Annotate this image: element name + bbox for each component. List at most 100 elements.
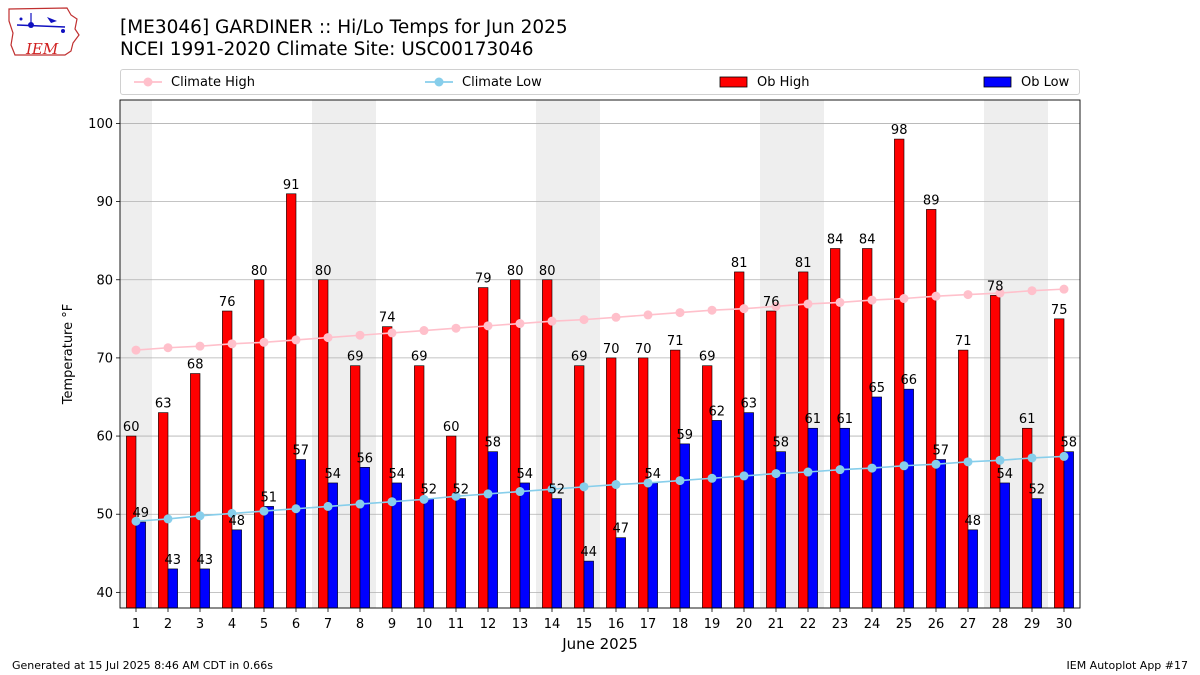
point-climate-high — [451, 323, 461, 333]
y-tick-label: 40 — [96, 586, 113, 601]
x-tick-label: 20 — [736, 617, 753, 632]
y-axis-label: Temperature °F — [61, 304, 76, 405]
x-tick-label: 9 — [388, 617, 396, 632]
point-climate-high — [579, 315, 589, 325]
bar-ob-high — [798, 271, 809, 609]
data-label-ob-high: 79 — [475, 272, 492, 287]
bar-ob-low — [135, 521, 146, 609]
bar-ob-high — [318, 279, 329, 609]
x-tick-label: 11 — [448, 617, 465, 632]
x-tick-label: 22 — [800, 617, 817, 632]
point-climate-low — [387, 497, 397, 507]
x-tick-label: 1 — [132, 617, 140, 632]
data-label-ob-high: 71 — [955, 334, 972, 349]
point-climate-high — [163, 343, 173, 353]
legend-item-climate-low: Climate Low — [424, 70, 542, 94]
data-label-ob-high: 80 — [251, 264, 268, 279]
point-climate-high — [291, 335, 301, 345]
point-climate-high — [899, 294, 909, 304]
point-climate-high — [643, 310, 653, 320]
data-label-ob-low: 54 — [645, 467, 662, 482]
footer-app: IEM Autoplot App #17 — [1066, 659, 1189, 672]
point-climate-low — [355, 499, 365, 509]
data-label-ob-high: 80 — [315, 264, 332, 279]
point-climate-low — [579, 482, 589, 492]
data-label-ob-low: 61 — [837, 412, 854, 427]
point-climate-low — [643, 478, 653, 488]
point-climate-high — [547, 316, 557, 326]
data-label-ob-high: 84 — [859, 232, 876, 247]
point-climate-low — [739, 471, 749, 481]
data-label-ob-high: 81 — [795, 256, 812, 271]
bar-ob-high — [1054, 318, 1065, 609]
bar-ob-low — [967, 529, 978, 609]
point-climate-high — [707, 305, 717, 315]
point-climate-low — [899, 461, 909, 471]
x-tick-label: 7 — [324, 617, 332, 632]
bar-ob-low — [583, 560, 594, 609]
data-label-ob-low: 62 — [709, 404, 726, 419]
point-climate-low — [323, 501, 333, 511]
x-tick-label: 10 — [416, 617, 433, 632]
point-climate-high — [1027, 286, 1037, 296]
bar-ob-low — [359, 467, 370, 609]
bar-ob-high — [958, 349, 969, 609]
point-climate-low — [611, 480, 621, 490]
y-tick-label: 100 — [88, 117, 113, 132]
x-axis-label: June 2025 — [561, 635, 638, 653]
x-tick-label: 12 — [480, 617, 497, 632]
data-label-ob-high: 60 — [123, 420, 140, 435]
bar-ob-high — [350, 365, 361, 609]
data-label-ob-high: 80 — [539, 264, 556, 279]
bar-ob-low — [263, 506, 274, 609]
point-climate-high — [227, 339, 237, 349]
point-climate-high — [803, 299, 813, 309]
title-line-1: [ME3046] GARDINER :: Hi/Lo Temps for Jun… — [120, 17, 568, 38]
y-tick-label: 50 — [96, 508, 113, 523]
bar-ob-low — [679, 443, 690, 609]
bar-ob-low — [711, 420, 722, 609]
iowa-map-icon — [8, 7, 80, 56]
x-tick-label: 6 — [292, 617, 300, 632]
data-label-ob-high: 76 — [763, 295, 780, 310]
point-climate-low — [1027, 453, 1037, 463]
point-climate-low — [227, 508, 237, 518]
data-label-ob-low: 57 — [933, 444, 950, 459]
y-tick-label: 90 — [96, 195, 113, 210]
y-tick-label: 70 — [96, 351, 113, 366]
point-climate-low — [259, 506, 269, 516]
point-climate-high — [259, 337, 269, 347]
point-climate-low — [515, 487, 525, 497]
data-label-ob-high: 76 — [219, 295, 236, 310]
legend-swatch-icon — [719, 76, 748, 88]
bar-ob-low — [327, 482, 338, 609]
x-tick-label: 29 — [1024, 617, 1041, 632]
iem-logo: IEM — [7, 5, 81, 63]
point-climate-low — [867, 463, 877, 473]
point-climate-high — [739, 304, 749, 314]
bar-ob-high — [190, 373, 201, 609]
data-label-ob-low: 58 — [485, 436, 502, 451]
data-label-ob-high: 84 — [827, 232, 844, 247]
bar-ob-high — [286, 193, 297, 609]
data-label-ob-high: 70 — [603, 342, 620, 357]
bar-ob-high — [542, 279, 553, 609]
point-climate-low — [451, 491, 461, 501]
bar-ob-low — [839, 427, 850, 609]
bar-ob-high — [510, 279, 521, 609]
x-tick-label: 19 — [704, 617, 721, 632]
bar-ob-high — [990, 295, 1001, 609]
point-climate-high — [995, 288, 1005, 298]
point-climate-high — [323, 333, 333, 343]
bar-ob-high — [702, 365, 713, 609]
bar-ob-low — [1031, 498, 1042, 609]
legend-label: Climate High — [171, 74, 256, 90]
title-line-2: NCEI 1991-2020 Climate Site: USC00173046 — [120, 39, 534, 60]
x-tick-label: 30 — [1056, 617, 1073, 632]
point-climate-high — [515, 319, 525, 329]
point-climate-high — [675, 308, 685, 318]
data-label-ob-high: 78 — [987, 279, 1004, 294]
point-climate-low — [995, 455, 1005, 465]
chart-legend: Climate High Climate Low Ob High Ob Low — [120, 69, 1080, 95]
data-label-ob-high: 69 — [699, 350, 716, 365]
